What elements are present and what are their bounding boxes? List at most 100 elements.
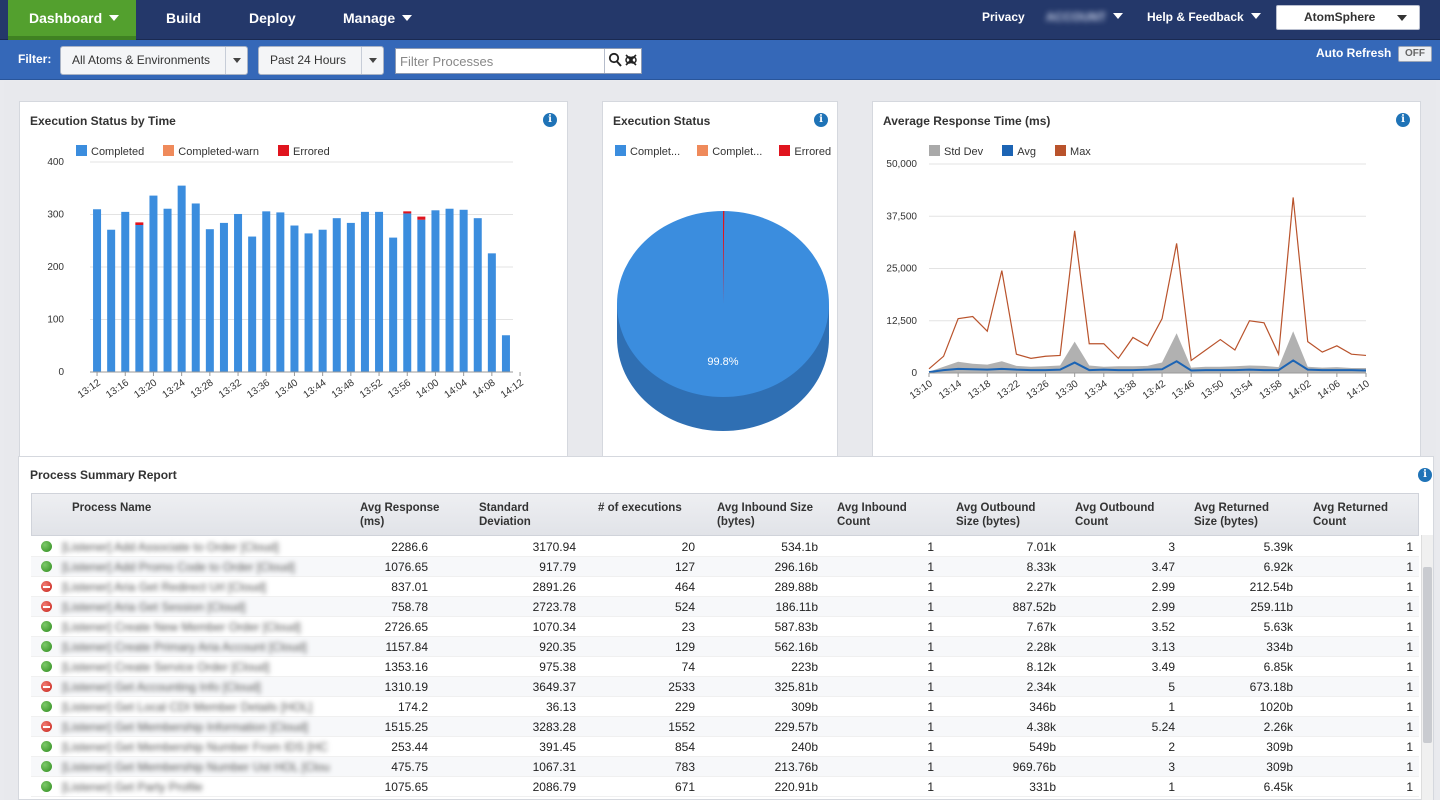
help-feedback-menu[interactable]: Help & Feedback bbox=[1147, 0, 1261, 36]
bar-completed[interactable] bbox=[191, 203, 200, 372]
privacy-link[interactable]: Privacy bbox=[982, 10, 1025, 24]
bar-completed[interactable] bbox=[360, 211, 369, 372]
bar-completed[interactable] bbox=[107, 229, 116, 372]
bar-errored[interactable] bbox=[403, 211, 412, 214]
bar-completed[interactable] bbox=[375, 211, 384, 372]
table-scrollbar[interactable] bbox=[1421, 535, 1433, 800]
bar-completed[interactable] bbox=[234, 213, 243, 372]
legend-item-completed-warn[interactable]: Completed-warn bbox=[163, 145, 259, 158]
col-standard-deviation[interactable]: Standard Deviation bbox=[479, 502, 531, 528]
table-row[interactable]: [Listener] Create Primary Aria Account [… bbox=[31, 637, 1419, 657]
table-row[interactable]: [Listener] Aria Get Redirect Url [Cloud]… bbox=[31, 577, 1419, 597]
legend-item-completed[interactable]: Complet... bbox=[615, 145, 680, 158]
bar-completed[interactable] bbox=[389, 237, 398, 372]
info-icon[interactable]: i bbox=[1396, 113, 1410, 127]
col-avg-returned-count[interactable]: Avg Returned Count bbox=[1313, 502, 1388, 528]
nav-dashboard[interactable]: Dashboard bbox=[8, 0, 136, 40]
col-avg-response[interactable]: Avg Response (ms) bbox=[360, 502, 440, 528]
table-row[interactable]: [Listener] Add Associate to Order [Cloud… bbox=[31, 537, 1419, 557]
cell-process-name[interactable]: [Listener] Create Primary Aria Account [… bbox=[62, 640, 307, 654]
col-avg-inbound-size[interactable]: Avg Inbound Size (bytes) bbox=[717, 502, 814, 528]
cell-process-name[interactable]: [Listener] Add Promo Code to Order [Clou… bbox=[62, 560, 295, 574]
bar-completed[interactable] bbox=[318, 229, 327, 372]
cell-process-name[interactable]: [Listener] Aria Get Redirect Url [Cloud] bbox=[62, 580, 267, 594]
bar-completed[interactable] bbox=[501, 335, 510, 372]
search-icon[interactable] bbox=[608, 52, 622, 68]
cell-process-name[interactable]: [Listener] Add Associate to Order [Cloud… bbox=[62, 540, 279, 554]
nav-deploy[interactable]: Deploy bbox=[249, 10, 296, 26]
col-avg-returned-size[interactable]: Avg Returned Size (bytes) bbox=[1194, 502, 1269, 528]
bar-completed[interactable] bbox=[417, 219, 426, 372]
bar-completed[interactable] bbox=[346, 222, 355, 372]
scrollbar-thumb[interactable] bbox=[1423, 567, 1432, 743]
cell-process-name[interactable]: [Listener] Get Membership Number From ID… bbox=[62, 740, 329, 754]
bar-completed[interactable] bbox=[487, 253, 496, 372]
bar-completed[interactable] bbox=[431, 210, 440, 372]
bar-completed[interactable] bbox=[219, 222, 228, 372]
table-row[interactable]: [Listener] Get Membership Number Ust HOL… bbox=[31, 757, 1419, 777]
table-row[interactable]: [Listener] Get Membership Number From ID… bbox=[31, 737, 1419, 757]
cell-process-name[interactable]: [Listener] Create New Member Order [Clou… bbox=[62, 620, 301, 634]
legend-item-completed-warn[interactable]: Complet... bbox=[697, 145, 762, 158]
series-max-line[interactable] bbox=[928, 197, 1367, 370]
series-std-dev-area[interactable] bbox=[929, 331, 1366, 373]
auto-refresh-toggle[interactable]: OFF bbox=[1398, 46, 1432, 62]
col-avg-outbound-size[interactable]: Avg Outbound Size (bytes) bbox=[956, 502, 1036, 528]
atoms-environments-select[interactable]: All Atoms & Environments bbox=[60, 46, 248, 75]
legend-item-max[interactable]: Max bbox=[1055, 145, 1091, 158]
bar-completed[interactable] bbox=[93, 209, 102, 372]
cell-process-name[interactable]: [Listener] Get Accounting Info [Cloud] bbox=[62, 680, 261, 694]
legend-item-errored[interactable]: Errored bbox=[779, 145, 831, 158]
nav-build[interactable]: Build bbox=[166, 10, 201, 26]
table-row[interactable]: [Listener] Create Service Order [Cloud] 1… bbox=[31, 657, 1419, 677]
info-icon[interactable]: i bbox=[1418, 468, 1432, 482]
bar-completed[interactable] bbox=[149, 195, 158, 372]
bar-errored[interactable] bbox=[417, 216, 426, 220]
series-avg-line[interactable] bbox=[928, 359, 1367, 374]
bar-completed[interactable] bbox=[121, 211, 130, 372]
legend-item-completed[interactable]: Completed bbox=[76, 145, 144, 158]
col-avg-outbound-count[interactable]: Avg Outbound Count bbox=[1075, 502, 1155, 528]
nav-manage[interactable]: Manage bbox=[343, 0, 413, 40]
cell-process-name[interactable]: [Listener] Get Membership Information [C… bbox=[62, 720, 309, 734]
bar-completed[interactable] bbox=[163, 208, 172, 372]
atomsphere-select[interactable]: AtomSphere bbox=[1276, 5, 1420, 30]
bar-completed[interactable] bbox=[473, 218, 482, 372]
filter-processes-input[interactable] bbox=[396, 49, 605, 73]
bar-errored[interactable] bbox=[135, 222, 144, 225]
clear-filter-icon[interactable] bbox=[624, 52, 638, 68]
account-menu[interactable]: ACCOUNT bbox=[1046, 0, 1123, 36]
bar-completed[interactable] bbox=[290, 225, 299, 372]
cell-process-name[interactable]: [Listener] Get Local CDI Member Details … bbox=[62, 700, 313, 714]
bar-completed[interactable] bbox=[445, 208, 454, 372]
col-process-name[interactable]: Process Name bbox=[72, 502, 152, 514]
bar-completed[interactable] bbox=[177, 185, 186, 372]
bar-completed[interactable] bbox=[135, 225, 144, 372]
bar-completed[interactable] bbox=[276, 212, 285, 372]
col-executions[interactable]: # of executions bbox=[598, 502, 682, 514]
bar-completed[interactable] bbox=[304, 233, 313, 372]
cell-process-name[interactable]: [Listener] Create Service Order [Cloud] bbox=[62, 660, 270, 674]
pie-slice-errored[interactable] bbox=[723, 211, 725, 304]
table-row[interactable]: [Listener] Aria Get Session [Cloud] 758.7… bbox=[31, 597, 1419, 617]
table-row[interactable]: [Listener] Get Local CDI Member Details … bbox=[31, 697, 1419, 717]
bar-completed[interactable] bbox=[205, 229, 214, 372]
bar-completed[interactable] bbox=[459, 209, 468, 372]
time-range-select[interactable]: Past 24 Hours bbox=[258, 46, 384, 75]
cell-process-name[interactable]: [Listener] Get Membership Number Ust HOL… bbox=[62, 760, 330, 774]
table-row[interactable]: [Listener] Create New Member Order [Clou… bbox=[31, 617, 1419, 637]
cell-process-name[interactable]: [Listener] Aria Get Session [Cloud] bbox=[62, 600, 246, 614]
info-icon[interactable]: i bbox=[543, 113, 557, 127]
info-icon[interactable]: i bbox=[814, 113, 828, 127]
col-avg-inbound-count[interactable]: Avg Inbound Count bbox=[837, 502, 907, 528]
legend-item-errored[interactable]: Errored bbox=[278, 145, 330, 158]
table-row[interactable]: [Listener] Get Membership Information [C… bbox=[31, 717, 1419, 737]
table-row[interactable]: [Listener] Get Accounting Info [Cloud] 13… bbox=[31, 677, 1419, 697]
bar-completed[interactable] bbox=[262, 211, 271, 372]
bar-completed[interactable] bbox=[248, 236, 257, 372]
legend-item-std-dev[interactable]: Std Dev bbox=[929, 145, 983, 158]
bar-completed[interactable] bbox=[332, 218, 341, 372]
bar-completed[interactable] bbox=[403, 213, 412, 372]
table-row[interactable]: [Listener] Add Promo Code to Order [Clou… bbox=[31, 557, 1419, 577]
cell-process-name[interactable]: [Listener] Get Party Profile bbox=[62, 780, 203, 794]
